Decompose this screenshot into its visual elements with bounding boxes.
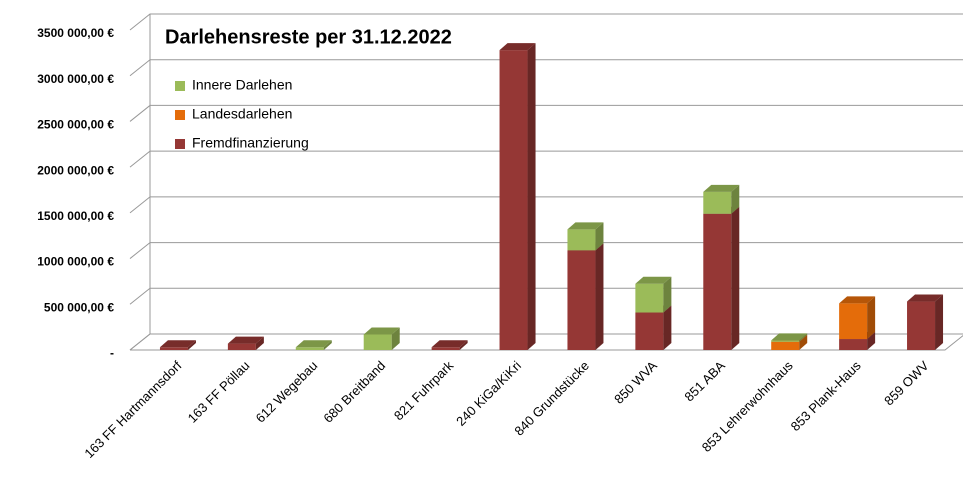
bar-side — [255, 336, 264, 350]
bar-side — [867, 332, 876, 350]
grid-line — [129, 104, 963, 122]
x-tick-label: 840 Grundstücke — [511, 358, 592, 439]
grid-line — [129, 150, 963, 168]
bar — [499, 50, 528, 350]
bar-side — [595, 243, 604, 350]
x-tick-label: 859 OWV — [881, 358, 932, 409]
x-tick-label: 821 Fuhrpark — [391, 358, 457, 424]
bar-top — [431, 340, 468, 348]
grid-line — [129, 242, 963, 259]
x-tick-label: 612 Wegebau — [253, 358, 321, 426]
grid-line — [129, 333, 963, 351]
bar-top — [363, 327, 400, 335]
bar — [839, 303, 868, 340]
legend-label: Landesdarlehen — [192, 106, 292, 122]
bar — [431, 347, 460, 350]
bar — [839, 339, 868, 350]
bar — [771, 340, 800, 342]
y-tick-label: 2500 000,00 € — [37, 118, 114, 132]
y-tick-label: - — [110, 346, 114, 360]
bar-top — [907, 294, 944, 302]
bar — [227, 343, 256, 350]
bar-side — [799, 334, 808, 350]
bar — [635, 283, 664, 313]
grid-line — [129, 59, 963, 77]
y-tick-label: 2000 000,00 € — [37, 163, 114, 177]
bar-side — [323, 340, 332, 350]
bar — [703, 213, 732, 350]
bar — [907, 301, 936, 350]
bar-side — [391, 327, 400, 350]
legend-label: Fremdfinanzierung — [192, 135, 309, 151]
bar — [363, 334, 392, 350]
bar-top — [567, 222, 604, 230]
y-tick-label: 3000 000,00 € — [37, 72, 114, 86]
bar-side — [663, 305, 672, 350]
bar — [567, 250, 596, 350]
bar — [159, 347, 188, 350]
grid-line — [129, 196, 963, 214]
legend-swatch — [175, 139, 185, 149]
bar-top — [635, 276, 672, 284]
bar — [295, 347, 324, 350]
bar-top — [771, 333, 808, 341]
bar — [771, 341, 800, 350]
bar-side — [867, 296, 876, 340]
bar-side — [663, 276, 672, 313]
y-tick-label: 1000 000,00 € — [37, 255, 114, 269]
x-tick-label: 240 KiGa/KiKri — [453, 358, 524, 429]
bar-top — [227, 336, 264, 344]
x-tick-label: 163 FF Hartmannsdorf — [81, 358, 184, 461]
grid-line — [129, 13, 963, 31]
bar-top — [159, 340, 196, 348]
y-tick-label: 1500 000,00 € — [37, 209, 114, 223]
bar-side — [799, 333, 808, 342]
bar-side — [187, 340, 196, 350]
y-tick-label: 500 000,00 € — [44, 300, 114, 314]
bar — [567, 229, 596, 251]
legend-swatch — [175, 81, 185, 91]
bar-side — [731, 184, 740, 214]
bar-side — [527, 43, 536, 350]
x-tick-label: 853 Plank-Haus — [788, 358, 864, 434]
bar-side — [459, 340, 468, 350]
bar-side — [731, 206, 740, 350]
bar-side — [935, 294, 944, 350]
legend-swatch — [175, 110, 185, 120]
y-tick-label: 3500 000,00 € — [37, 26, 114, 40]
floor — [130, 334, 963, 351]
grid-line — [129, 287, 963, 305]
x-tick-label: 680 Breitband — [320, 358, 388, 426]
bar — [703, 191, 732, 214]
bar-top — [499, 43, 536, 51]
bar — [635, 312, 664, 350]
legend-label: Innere Darlehen — [192, 77, 292, 93]
x-tick-label: 850 WVA — [611, 358, 660, 407]
bar-top — [295, 340, 332, 348]
bar-top — [839, 296, 876, 304]
x-tick-label: 163 FF Pöllau — [185, 358, 253, 426]
chart-title: Darlehensreste per 31.12.2022 — [165, 26, 452, 48]
bar-side — [595, 222, 604, 251]
bar-top — [703, 184, 740, 192]
x-tick-label: 851 ABA — [681, 358, 728, 405]
